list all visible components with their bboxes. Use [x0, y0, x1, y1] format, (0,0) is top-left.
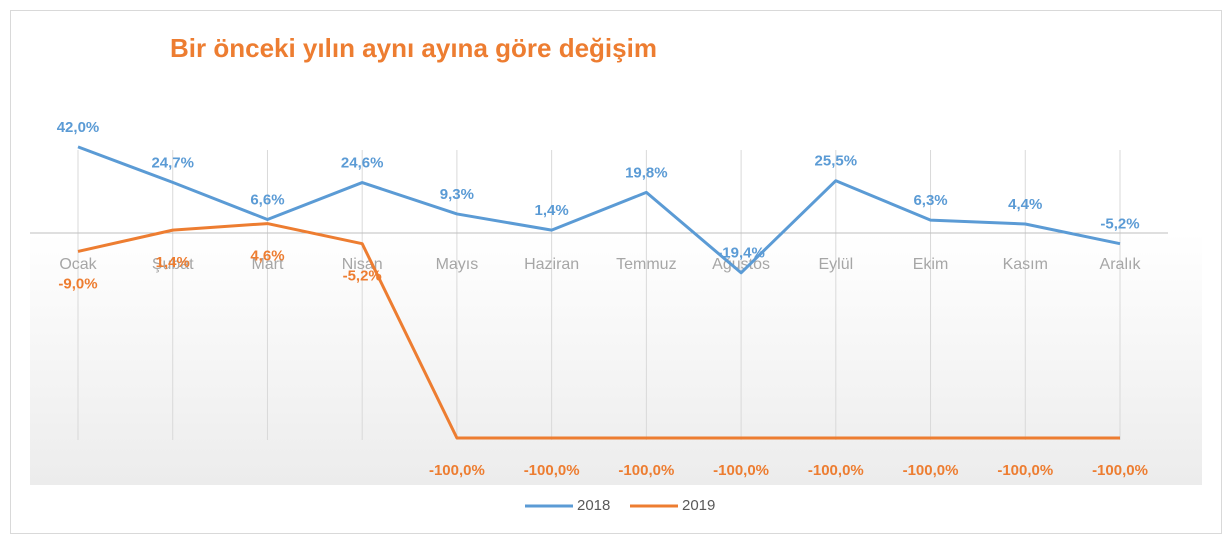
series-line [77, 222, 1120, 440]
x-tick-label: Haziran [524, 256, 579, 273]
x-tick-label: Temmuz [616, 256, 676, 273]
data-label: -5,2% [343, 268, 382, 285]
data-label: -100,0% [997, 462, 1053, 479]
x-tick-label: Ekim [913, 256, 949, 273]
x-tick-label: Ocak [59, 256, 97, 273]
x-tick-label: Şubat [152, 256, 194, 273]
data-label: -100,0% [429, 462, 485, 479]
data-label: -100,0% [713, 462, 769, 479]
x-tick-label: Mart [251, 256, 284, 273]
data-label: -19,4% [717, 245, 765, 262]
data-label: -100,0% [808, 462, 864, 479]
data-label: -100,0% [524, 462, 580, 479]
data-label: 6,3% [913, 192, 947, 209]
data-label: 19,8% [625, 164, 668, 181]
plot-background [30, 233, 1202, 485]
legend-label: 2019 [682, 497, 715, 514]
x-tick-label: Kasım [1003, 256, 1048, 273]
data-label: 24,6% [341, 155, 384, 172]
x-tick-label: Eylül [818, 256, 853, 273]
data-label: 1,4% [535, 202, 569, 219]
data-label: -5,2% [1100, 216, 1139, 233]
data-label: 24,7% [151, 154, 194, 171]
data-label: 42,0% [57, 119, 100, 136]
data-label: -100,0% [903, 462, 959, 479]
data-label: 6,6% [250, 191, 284, 208]
data-label: 25,5% [815, 153, 858, 170]
plot-area [30, 233, 1202, 485]
data-label: -100,0% [618, 462, 674, 479]
chart-title: Bir önceki yılın aynı ayına göre değişim [170, 33, 657, 63]
data-label: 4,6% [250, 248, 284, 265]
data-label: 1,4% [156, 254, 190, 271]
data-label: -9,0% [58, 275, 97, 292]
data-label: 4,4% [1008, 196, 1042, 213]
x-tick-label: Nisan [342, 256, 383, 273]
data-label: -100,0% [1092, 462, 1148, 479]
data-label: 9,3% [440, 186, 474, 203]
x-tick-label: Aralık [1100, 256, 1142, 273]
legend-label: 2018 [577, 497, 610, 514]
x-tick-label: Mayıs [436, 256, 479, 273]
series-line [77, 145, 1121, 275]
